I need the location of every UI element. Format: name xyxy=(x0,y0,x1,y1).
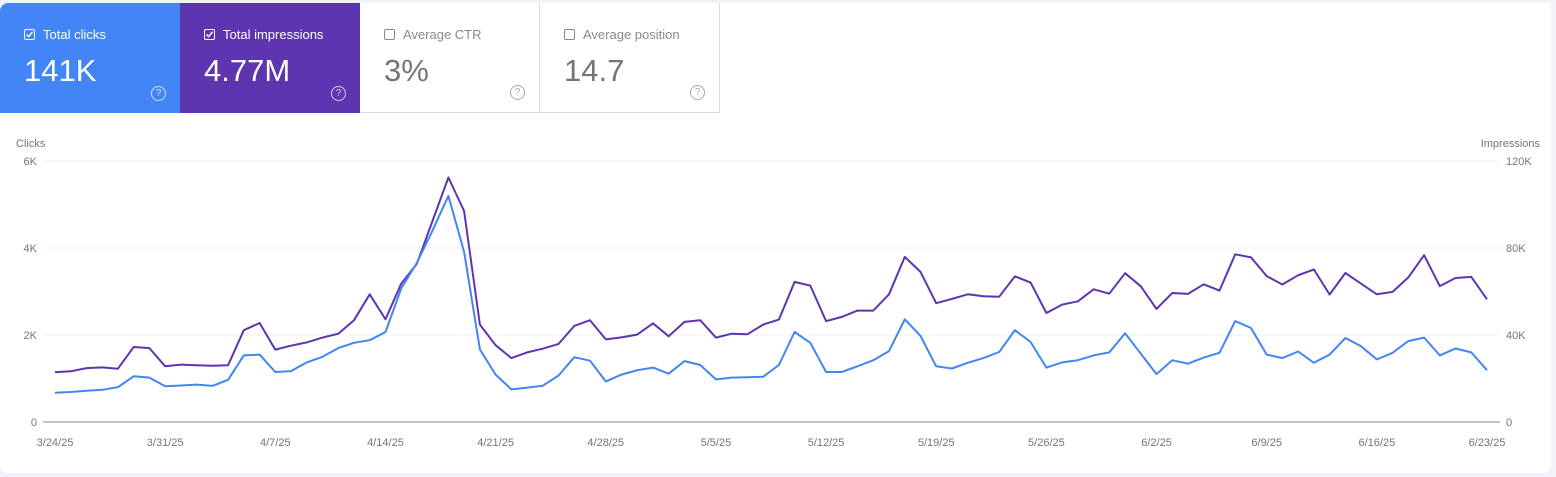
x-tick: 3/24/25 xyxy=(37,437,74,449)
average-ctr-card[interactable]: Average CTR 3% ? xyxy=(360,3,540,113)
x-tick: 6/16/25 xyxy=(1358,437,1395,449)
x-tick: 5/5/25 xyxy=(701,437,732,449)
left-axis-label: Clicks xyxy=(16,138,46,150)
x-tick: 4/28/25 xyxy=(587,437,624,449)
y-tick-left: 6K xyxy=(24,156,38,168)
x-tick: 5/26/25 xyxy=(1028,437,1065,449)
checkbox-unchecked-icon[interactable] xyxy=(564,29,575,40)
clicks-series-line xyxy=(54,194,1488,394)
card-label: Average position xyxy=(583,27,680,42)
metric-cards: Total clicks 141K ? Total impressions 4.… xyxy=(0,3,720,113)
average-position-card[interactable]: Average position 14.7 ? xyxy=(540,3,720,113)
x-tick: 6/2/25 xyxy=(1141,437,1172,449)
y-tick-left: 2K xyxy=(24,330,38,342)
card-value: 14.7 xyxy=(564,53,625,88)
y-tick-right: 120K xyxy=(1506,156,1532,168)
performance-panel: Total clicks 141K ? Total impressions 4.… xyxy=(0,3,1551,473)
checkbox-unchecked-icon[interactable] xyxy=(384,29,395,40)
y-tick-left: 0 xyxy=(31,417,37,429)
x-tick: 6/23/25 xyxy=(1469,437,1506,449)
x-tick: 4/14/25 xyxy=(367,437,404,449)
card-value: 4.77M xyxy=(204,53,291,88)
card-label: Total impressions xyxy=(223,27,324,42)
y-tick-right: 40K xyxy=(1506,330,1526,342)
y-tick-right: 0 xyxy=(1506,417,1512,429)
checkbox-checked-icon[interactable] xyxy=(24,29,35,40)
impressions-series-line xyxy=(54,176,1488,374)
x-tick: 5/12/25 xyxy=(808,437,845,449)
total-clicks-card[interactable]: Total clicks 141K ? xyxy=(0,3,180,113)
help-icon[interactable]: ? xyxy=(331,86,346,101)
x-tick: 3/31/25 xyxy=(147,437,184,449)
x-tick: 5/19/25 xyxy=(918,437,955,449)
card-label: Average CTR xyxy=(403,27,482,42)
card-value: 141K xyxy=(24,53,97,88)
help-icon[interactable]: ? xyxy=(690,85,705,100)
right-axis-label: Impressions xyxy=(1481,138,1541,150)
total-impressions-card[interactable]: Total impressions 4.77M ? xyxy=(180,3,360,113)
card-label: Total clicks xyxy=(43,27,106,42)
y-tick-right: 80K xyxy=(1506,243,1526,255)
help-icon[interactable]: ? xyxy=(151,86,166,101)
y-tick-left: 4K xyxy=(24,243,38,255)
x-tick: 4/21/25 xyxy=(477,437,514,449)
help-icon[interactable]: ? xyxy=(510,85,525,100)
checkbox-checked-icon[interactable] xyxy=(204,29,215,40)
x-tick: 6/9/25 xyxy=(1251,437,1282,449)
card-value: 3% xyxy=(384,53,429,88)
x-tick: 4/7/25 xyxy=(260,437,291,449)
